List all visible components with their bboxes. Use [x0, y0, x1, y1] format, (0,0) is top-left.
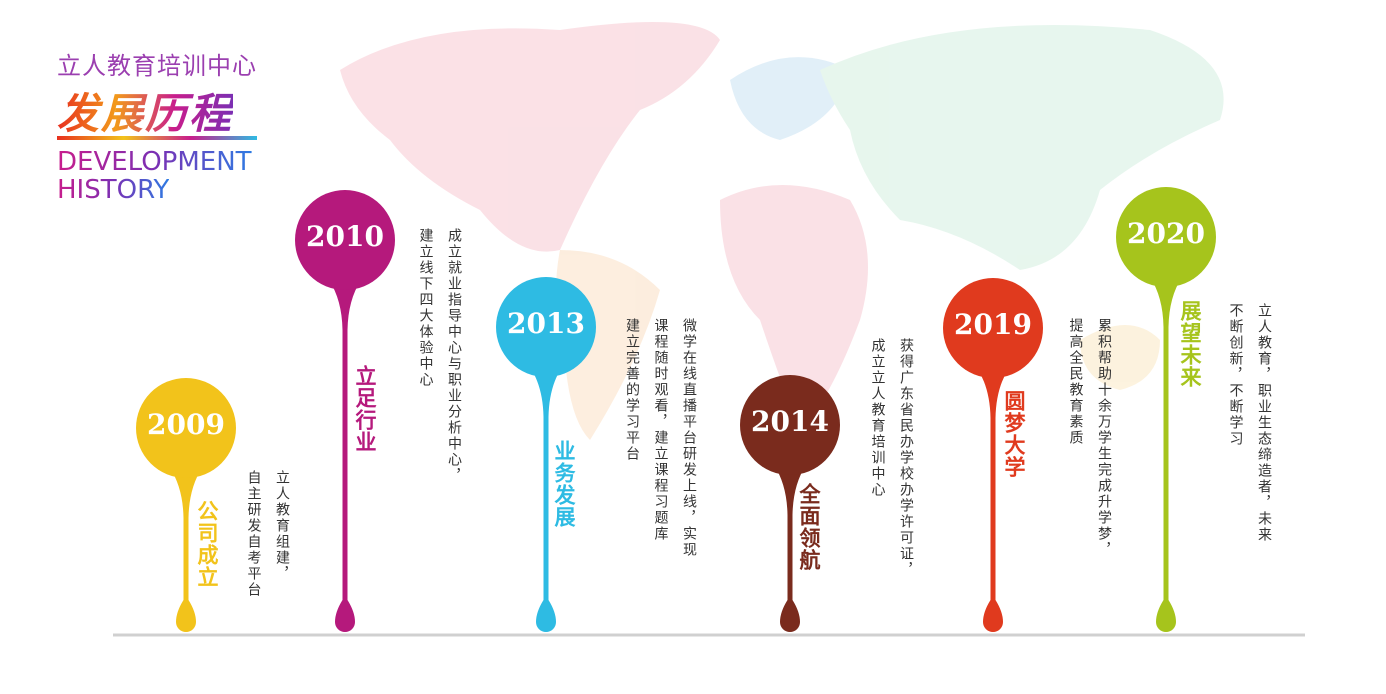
milestone-title: 立足行业 [353, 365, 377, 453]
timeline-stem [530, 367, 562, 632]
milestone-description: 成立立人教育培训中心 [869, 338, 886, 498]
milestone-description: 课程随时观看，建立课程习题库 [652, 318, 669, 542]
milestone-year: 2010 [306, 220, 384, 253]
english-heading: DEVELOPMENT [57, 147, 252, 177]
world-map [340, 22, 1224, 440]
milestone-circle [1116, 187, 1216, 287]
milestone-description: 提高全民教育素质 [1067, 318, 1084, 446]
milestone-title: 展望未来 [1178, 300, 1202, 388]
milestone-title: 业务发展 [552, 440, 576, 528]
milestone-description: 微学在线直播平台研发上线，实现 [681, 318, 697, 558]
milestone-description: 立人教育，职业生态缔造者，未来 [1256, 303, 1272, 543]
milestone-year: 2014 [751, 405, 829, 438]
milestone-title: 公司成立 [195, 500, 219, 588]
milestone-description: 立人教育组建， [274, 470, 290, 582]
timeline-stem [774, 465, 806, 632]
english-heading: HISTORY [57, 175, 170, 205]
milestone-year: 2020 [1127, 217, 1205, 250]
milestone-description: 不断创新，不断学习 [1227, 303, 1244, 447]
heading-underline [57, 136, 257, 140]
milestone-circle [740, 375, 840, 475]
milestone-description: 成立就业指导中心与职业分析中心， [446, 228, 462, 484]
milestone-circle [136, 378, 236, 478]
timeline-stem [329, 280, 361, 632]
milestone-circle [943, 278, 1043, 378]
timeline-stem [170, 468, 202, 632]
milestone-description: 自主研发自考平台 [245, 470, 262, 598]
milestone-circle [295, 190, 395, 290]
milestone-title: 圆梦大学 [1002, 390, 1026, 478]
milestone-year: 2019 [954, 308, 1032, 341]
milestone-title: 全面领航 [797, 483, 821, 571]
milestone-description: 累积帮助十余万学生完成升学梦， [1096, 318, 1112, 558]
timeline-stem [1150, 277, 1182, 632]
milestone-description: 建立线下四大体验中心 [417, 228, 434, 388]
company-name: 立人教育培训中心 [57, 52, 257, 80]
milestone-year: 2009 [147, 408, 225, 441]
heading: 发展历程 [57, 80, 233, 141]
milestone-description: 获得广东省民办学校办学许可证， [898, 338, 914, 578]
timeline-stem [977, 368, 1009, 632]
milestone-year: 2013 [507, 307, 585, 340]
milestone-description: 建立完善的学习平台 [624, 318, 640, 462]
milestone-circle [496, 277, 596, 377]
